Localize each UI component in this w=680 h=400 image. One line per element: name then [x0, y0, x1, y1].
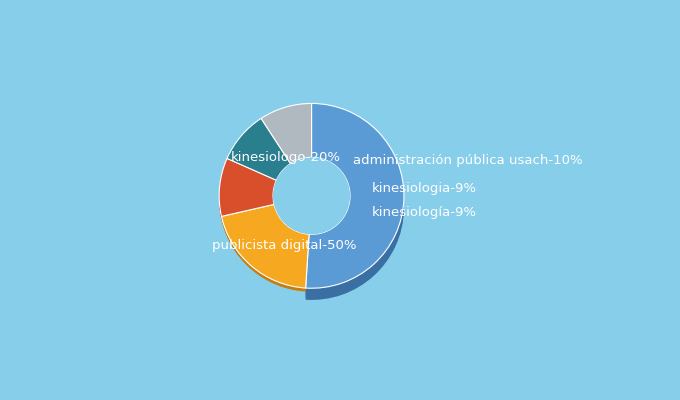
- Wedge shape: [227, 121, 290, 183]
- Wedge shape: [227, 119, 290, 181]
- Text: kinesiologia-9%: kinesiologia-9%: [371, 182, 477, 195]
- Wedge shape: [222, 207, 309, 291]
- Wedge shape: [222, 207, 309, 290]
- Wedge shape: [219, 160, 276, 218]
- Wedge shape: [219, 162, 276, 220]
- Wedge shape: [222, 205, 309, 289]
- Wedge shape: [305, 111, 404, 296]
- Wedge shape: [227, 122, 290, 184]
- Wedge shape: [227, 118, 290, 180]
- Text: kinesiologo-20%: kinesiologo-20%: [231, 151, 341, 164]
- Circle shape: [273, 157, 350, 234]
- Wedge shape: [222, 205, 309, 288]
- Wedge shape: [261, 104, 311, 164]
- Text: publicista digital-50%: publicista digital-50%: [211, 239, 356, 252]
- Text: administración pública usach-10%: administración pública usach-10%: [353, 154, 583, 167]
- Wedge shape: [227, 120, 290, 182]
- Wedge shape: [227, 120, 290, 182]
- Wedge shape: [261, 104, 311, 164]
- Wedge shape: [261, 104, 311, 164]
- Wedge shape: [261, 105, 311, 165]
- Wedge shape: [222, 208, 309, 291]
- Text: kinesiología-9%: kinesiología-9%: [371, 206, 477, 219]
- Wedge shape: [227, 122, 290, 183]
- Wedge shape: [219, 159, 276, 217]
- Wedge shape: [219, 159, 276, 217]
- Wedge shape: [219, 160, 276, 218]
- Wedge shape: [222, 208, 309, 292]
- Wedge shape: [222, 204, 309, 288]
- Wedge shape: [261, 106, 311, 166]
- Wedge shape: [261, 107, 311, 167]
- Wedge shape: [305, 112, 404, 297]
- Wedge shape: [305, 109, 404, 294]
- Wedge shape: [222, 206, 309, 290]
- Wedge shape: [305, 106, 404, 291]
- Wedge shape: [261, 106, 311, 166]
- Wedge shape: [219, 158, 276, 216]
- Wedge shape: [305, 108, 404, 293]
- Wedge shape: [227, 120, 290, 182]
- Wedge shape: [305, 105, 404, 290]
- Wedge shape: [227, 119, 290, 181]
- Wedge shape: [261, 105, 311, 165]
- Wedge shape: [219, 161, 276, 219]
- Wedge shape: [261, 106, 311, 167]
- Wedge shape: [219, 162, 276, 220]
- Wedge shape: [305, 104, 404, 288]
- Wedge shape: [305, 114, 404, 298]
- Wedge shape: [305, 115, 404, 300]
- Wedge shape: [219, 161, 276, 218]
- Wedge shape: [222, 206, 309, 289]
